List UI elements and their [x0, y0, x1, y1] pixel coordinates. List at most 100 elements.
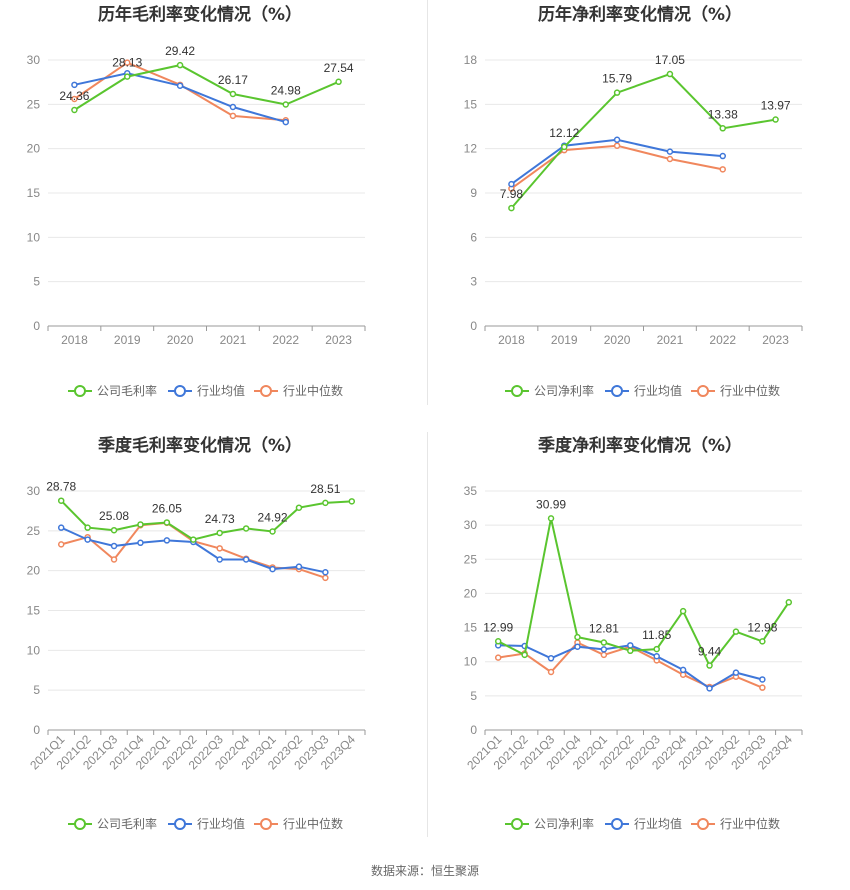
data-label: 27.54	[324, 61, 354, 75]
chart-title: 季度毛利率变化情况（%）	[98, 435, 302, 456]
legend: 公司毛利率 行业均值 行业中位数	[68, 816, 343, 831]
chart-4: 季度净利率变化情况（%）051015202530352021Q12021Q220…	[464, 435, 803, 831]
y-tick-label: 0	[470, 319, 477, 333]
x-tick-label: 2022	[272, 333, 299, 347]
data-label: 25.08	[99, 509, 129, 523]
y-tick-label: 0	[470, 723, 477, 737]
legend-label-median: 行业中位数	[720, 816, 780, 831]
data-point-avg	[71, 81, 78, 89]
legend-marker-company	[74, 818, 86, 830]
data-point-company	[666, 70, 674, 78]
data-point-company	[137, 521, 144, 528]
data-point-avg	[229, 103, 237, 111]
data-label: 12.99	[483, 620, 513, 634]
data-label: 24.73	[205, 512, 235, 526]
data-label: 7.98	[500, 187, 524, 201]
y-tick-label: 15	[464, 621, 478, 635]
data-point-median	[229, 112, 237, 120]
data-label: 28.51	[310, 482, 340, 496]
data-point-company	[124, 73, 131, 80]
y-tick-label: 15	[464, 97, 478, 111]
legend-label-avg: 行业均值	[634, 383, 682, 398]
data-point-avg	[295, 563, 303, 570]
data-point-avg	[627, 642, 634, 649]
chart-3: 季度毛利率变化情况（%）0510152025302021Q12021Q22021…	[27, 435, 366, 831]
data-point-median	[547, 668, 555, 676]
vertical-divider-bottom	[427, 432, 428, 837]
data-point-median	[216, 545, 223, 552]
x-tick-label: 2023	[325, 333, 352, 347]
data-point-company	[110, 526, 118, 534]
data-point-median	[494, 654, 502, 661]
legend: 公司毛利率 行业均值 行业中位数	[68, 383, 343, 398]
data-point-company	[521, 651, 528, 659]
data-point-avg	[57, 524, 65, 531]
data-point-median	[71, 95, 78, 103]
y-tick-label: 9	[470, 186, 477, 200]
y-tick-label: 0	[33, 319, 40, 333]
data-point-avg	[732, 669, 740, 676]
legend-label-company: 公司净利率	[534, 383, 594, 398]
data-label: 13.97	[761, 99, 791, 113]
data-label: 12.98	[747, 620, 777, 634]
y-tick-label: 0	[33, 723, 40, 737]
legend-label-company: 公司净利率	[534, 816, 594, 831]
y-tick-label: 30	[27, 53, 41, 67]
data-point-company	[494, 638, 502, 645]
data-point-avg	[759, 676, 766, 683]
legend-marker-median	[697, 385, 709, 397]
data-label: 11.85	[642, 628, 671, 642]
data-label: 9.44	[698, 645, 722, 659]
data-point-avg	[600, 646, 608, 653]
y-tick-label: 25	[464, 552, 478, 566]
data-point-avg	[706, 685, 713, 692]
x-tick-label: 2020	[167, 333, 194, 347]
data-point-avg	[653, 653, 660, 660]
data-point-median	[600, 651, 608, 659]
data-point-avg	[322, 569, 329, 576]
y-tick-label: 5	[33, 683, 40, 697]
data-point-company	[627, 647, 634, 655]
data-point-company	[163, 519, 171, 526]
legend-marker-company	[511, 385, 523, 397]
y-tick-label: 10	[27, 230, 41, 244]
legend-label-median: 行业中位数	[720, 383, 780, 398]
chart-title: 历年净利率变化情况（%）	[538, 4, 742, 25]
data-point-avg	[163, 537, 171, 544]
legend-label-avg: 行业均值	[197, 816, 245, 831]
data-point-company	[335, 78, 342, 86]
y-tick-label: 3	[470, 275, 477, 289]
data-label: 15.79	[602, 72, 632, 86]
data-point-avg	[719, 152, 726, 160]
legend-label-company: 公司毛利率	[97, 383, 157, 398]
data-point-company	[84, 524, 91, 531]
data-point-avg	[269, 565, 276, 573]
legend-marker-company	[511, 818, 523, 830]
data-point-company	[653, 645, 660, 653]
data-point-avg	[242, 556, 250, 563]
data-point-company	[216, 529, 223, 537]
series-line-company	[497, 518, 790, 668]
data-point-company	[772, 116, 779, 123]
data-point-company	[176, 61, 184, 69]
data-point-avg	[574, 643, 581, 650]
y-tick-label: 25	[27, 97, 41, 111]
legend: 公司净利率 行业均值 行业中位数	[505, 816, 780, 831]
data-point-company	[229, 90, 237, 98]
legend-marker-avg	[174, 818, 186, 830]
data-point-avg	[176, 82, 184, 89]
data-label: 17.05	[655, 53, 685, 67]
data-point-median	[57, 541, 65, 548]
legend-marker-avg	[611, 818, 623, 830]
data-point-median	[124, 59, 131, 66]
series-line-median	[510, 144, 723, 190]
legend-label-avg: 行业均值	[197, 383, 245, 398]
series-line-company	[60, 499, 352, 541]
data-point-median	[666, 155, 674, 163]
data-point-company	[348, 498, 356, 505]
legend-label-median: 行业中位数	[283, 816, 343, 831]
data-label: 26.17	[218, 73, 248, 87]
y-tick-label: 25	[27, 524, 41, 538]
y-tick-label: 10	[27, 643, 41, 657]
data-label: 24.92	[258, 510, 288, 524]
